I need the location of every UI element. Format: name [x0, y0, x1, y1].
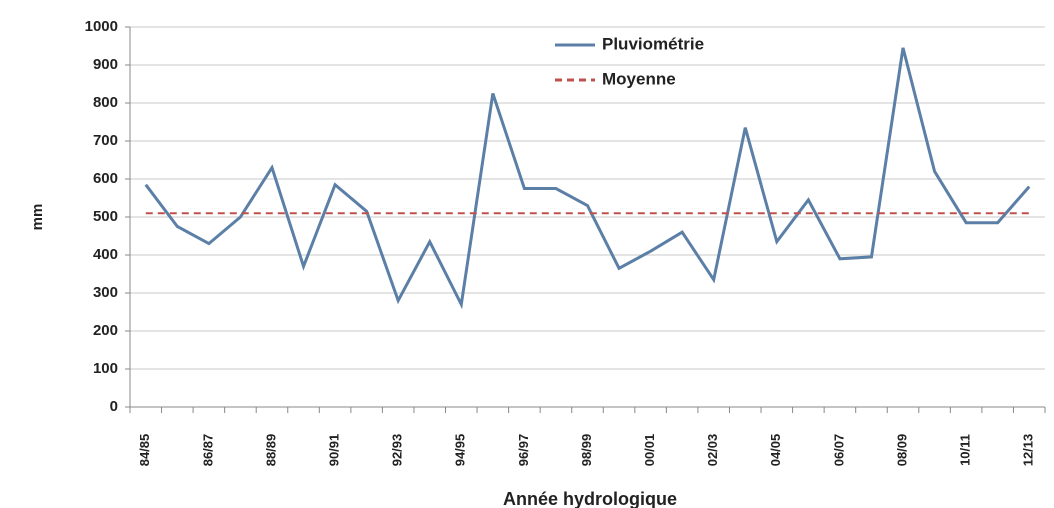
x-axis-title: Année hydrologique: [503, 489, 677, 508]
x-tick-label: 90/91: [327, 434, 342, 467]
y-tick-label: 600: [93, 170, 118, 187]
x-tick-label: 96/97: [516, 434, 531, 467]
y-tick-label: 900: [93, 56, 118, 73]
x-tick-label: 92/93: [390, 434, 405, 467]
y-tick-label: 0: [110, 398, 118, 415]
x-tick-label: 10/11: [958, 434, 973, 466]
y-tick-label: 100: [93, 360, 118, 377]
x-tick-label: 04/05: [768, 434, 783, 467]
x-tick-label: 86/87: [200, 434, 215, 467]
y-tick-label: 200: [93, 322, 118, 339]
y-tick-label: 300: [93, 284, 118, 301]
y-axis-title: mm: [29, 204, 46, 231]
y-tick-label: 400: [93, 246, 118, 263]
x-tick-label: 02/03: [705, 434, 720, 467]
x-tick-label: 88/89: [263, 434, 278, 467]
y-tick-label: 700: [93, 132, 118, 149]
data-line: [144, 47, 1031, 310]
x-tick-label: 12/13: [1021, 434, 1036, 467]
x-tick-label: 06/07: [831, 434, 846, 467]
legend-label: Moyenne: [602, 69, 676, 88]
y-tick-label: 500: [93, 208, 118, 225]
y-tick-label: 1000: [85, 18, 118, 35]
x-tick-label: 94/95: [453, 434, 468, 467]
y-tick-label: 800: [93, 94, 118, 111]
x-tick-label: 00/01: [642, 434, 657, 467]
x-tick-label: 98/99: [579, 434, 594, 467]
legend-label: Pluviométrie: [602, 34, 704, 53]
x-tick-label: 84/85: [137, 434, 152, 467]
x-tick-label: 08/09: [894, 434, 909, 467]
